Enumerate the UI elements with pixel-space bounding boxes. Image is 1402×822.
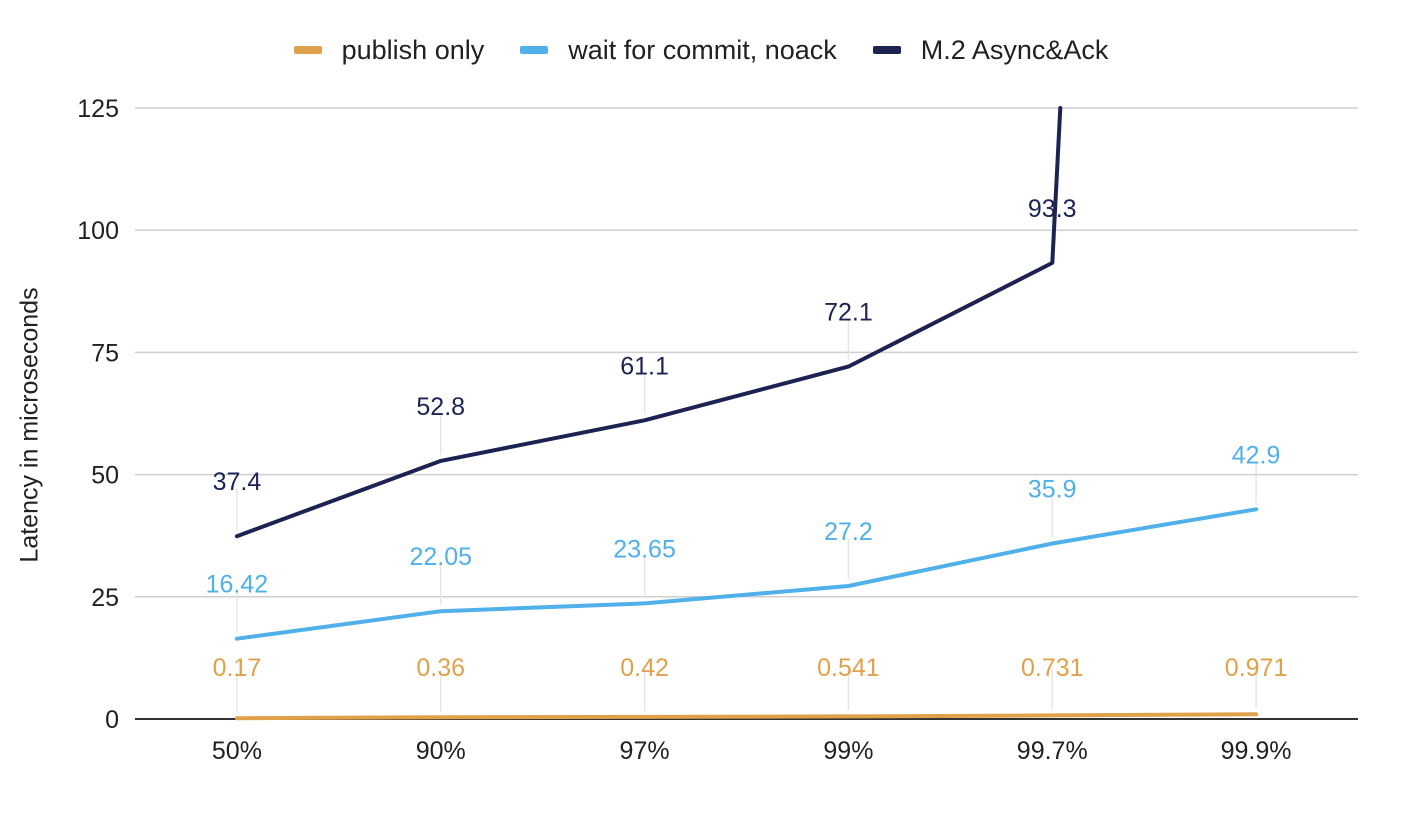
series-line-m-2-async-ack	[234, 106, 1063, 539]
data-label: 37.4	[213, 468, 262, 496]
y-tick-label: 25	[91, 584, 119, 612]
data-label: 61.1	[620, 352, 669, 380]
legend-label: publish only	[341, 34, 485, 65]
legend-item-publish-only: publish only	[293, 34, 485, 66]
data-label: 23.65	[613, 535, 676, 563]
data-label: 93.3	[1028, 195, 1077, 223]
y-tick-label: 100	[77, 217, 119, 245]
x-tick-label: 97%	[620, 737, 670, 765]
data-label: 72.1	[824, 299, 873, 327]
y-tick-label: 0	[105, 706, 119, 734]
data-label: 35.9	[1028, 476, 1077, 504]
legend-swatch	[293, 46, 322, 54]
data-label: 0.36	[416, 654, 465, 682]
x-tick-label: 99%	[823, 737, 873, 765]
x-tick-label: 90%	[416, 737, 466, 765]
y-tick-label: 75	[91, 339, 119, 367]
chart-legend: publish only wait for commit, noack M.2 …	[0, 30, 1402, 70]
data-label: 0.42	[620, 654, 669, 682]
data-label: 27.2	[824, 518, 873, 546]
legend-label: wait for commit, noack	[568, 34, 837, 65]
legend-item-wait-for-commit: wait for commit, noack	[520, 35, 837, 66]
x-tick-label: 99.9%	[1221, 737, 1292, 765]
y-tick-label: 50	[91, 462, 119, 490]
y-tick-label: 125	[77, 95, 119, 123]
data-label: 16.42	[206, 571, 269, 599]
data-label: 0.731	[1021, 654, 1084, 682]
data-label: 0.971	[1225, 654, 1288, 682]
data-label: 52.8	[416, 393, 465, 421]
x-tick-label: 99.7%	[1017, 737, 1088, 765]
x-tick-label: 50%	[212, 737, 262, 765]
legend-label: M.2 Async&Ack	[920, 34, 1109, 65]
data-label: 22.05	[409, 543, 472, 571]
series-line-wait-for-commit-noack	[234, 507, 1259, 641]
data-label: 0.541	[817, 654, 880, 682]
series-line-publish-only	[234, 712, 1259, 721]
data-label: 0.17	[213, 654, 262, 682]
legend-swatch	[520, 46, 549, 54]
data-label: 42.9	[1232, 441, 1281, 469]
legend-item-m2-async-ack: M.2 Async&Ack	[872, 34, 1109, 66]
legend-swatch	[872, 46, 901, 54]
